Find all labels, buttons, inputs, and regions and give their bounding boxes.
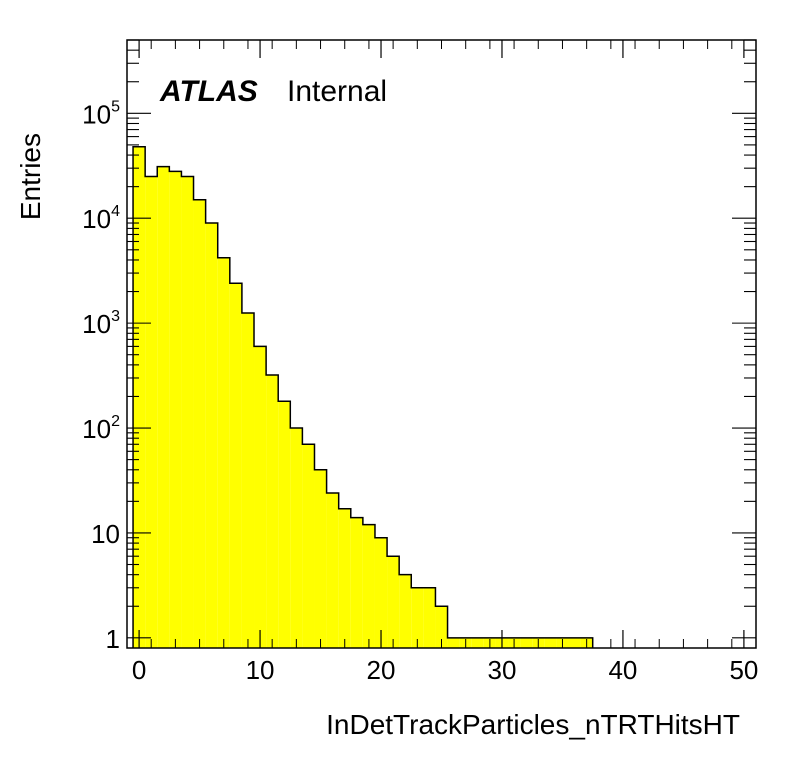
histogram-bin (350, 517, 363, 648)
histogram-bin (544, 637, 557, 648)
histogram-bin (157, 166, 170, 648)
histogram-bin (387, 556, 400, 648)
histogram-bin (229, 283, 242, 648)
histogram-bin (193, 199, 206, 649)
histogram-bin (302, 444, 315, 648)
histogram-bin (338, 508, 351, 648)
x-tick-label: 10 (246, 655, 275, 685)
histogram-bin (423, 587, 436, 648)
histogram-bin (278, 401, 291, 648)
axis-ticks (126, 39, 757, 648)
x-tick-label: 30 (488, 655, 517, 685)
histogram-bin (314, 469, 327, 648)
histogram-bin (290, 428, 303, 648)
histogram-outline (132, 146, 594, 648)
histogram-bin (217, 257, 230, 648)
histogram-bin (435, 606, 448, 648)
y-tick-label: 103 (82, 308, 120, 339)
histogram-bin (471, 637, 484, 648)
histogram-bin (266, 375, 279, 648)
x-tick-label: 40 (608, 655, 637, 685)
histogram-bin (133, 146, 146, 648)
histogram-bin (254, 346, 267, 648)
histogram-bin (520, 637, 533, 648)
histogram-step-line (132, 146, 594, 648)
x-tick-label: 0 (132, 655, 146, 685)
y-tick-label: 105 (82, 98, 120, 129)
x-axis-title: InDetTrackParticles_nTRTHitsHT (326, 709, 740, 740)
y-tick-label: 104 (82, 203, 120, 234)
y-tick-label: 10 (91, 519, 120, 549)
histogram-bin (374, 537, 388, 648)
histogram-bin (241, 312, 255, 648)
histogram-bin (326, 493, 339, 648)
histogram-bin (411, 587, 424, 648)
y-axis-title: Entries (15, 133, 46, 220)
histogram-bin (145, 176, 158, 649)
x-tick-label: 20 (367, 655, 396, 685)
histogram-bin (447, 637, 460, 648)
y-tick-label: 102 (82, 413, 120, 444)
histogram-bin (181, 176, 194, 649)
histogram-bars (133, 146, 593, 649)
histogram-bin (399, 574, 412, 648)
histogram-bin (568, 637, 581, 648)
internal-label: Internal (287, 75, 387, 108)
x-tick-labels: 0 10 20 30 40 50 (132, 655, 759, 685)
histogram-bin (205, 223, 218, 649)
x-tick-label: 50 (729, 655, 758, 685)
histogram-bin (362, 524, 375, 648)
histogram-bin (169, 171, 182, 649)
y-tick-labels: 1 10 102 103 104 105 (82, 98, 120, 654)
atlas-label: ATLAS (159, 75, 258, 108)
y-tick-label: 1 (106, 624, 120, 654)
